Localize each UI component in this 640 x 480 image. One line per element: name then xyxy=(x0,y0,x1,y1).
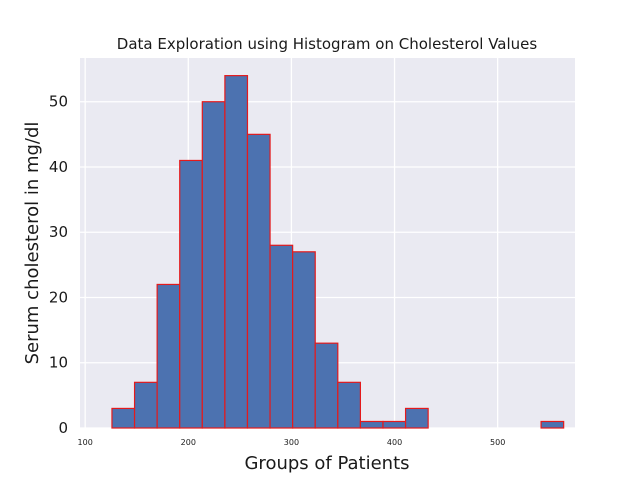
y-tick-label: 20 xyxy=(49,288,68,306)
x-tick-labels: 100 200 300 400 500 xyxy=(78,438,506,447)
histogram-bar xyxy=(111,407,136,429)
y-tick-labels: 0 10 20 30 40 50 xyxy=(49,93,68,437)
chart-title: Data Exploration using Histogram on Chol… xyxy=(117,35,538,53)
histogram-bar xyxy=(540,420,565,429)
histogram-bars xyxy=(111,75,565,429)
x-axis-label: Groups of Patients xyxy=(244,453,409,474)
histogram-bar xyxy=(179,159,203,429)
y-tick-label: 30 xyxy=(49,223,68,241)
x-tick-label: 200 xyxy=(181,438,196,447)
histogram-bar xyxy=(382,420,407,429)
histogram-bar xyxy=(404,407,429,429)
y-axis-label: Serum cholesterol in mg/dl xyxy=(22,122,43,365)
histogram-bar xyxy=(224,75,249,429)
x-tick-label: 100 xyxy=(78,438,93,447)
histogram-bar xyxy=(314,342,339,429)
x-tick-label: 400 xyxy=(387,438,402,447)
histogram-bar xyxy=(292,251,316,429)
x-tick-label: 300 xyxy=(284,438,299,447)
histogram-bar xyxy=(337,381,361,429)
histogram-bar xyxy=(201,101,226,429)
histogram-bar xyxy=(133,381,158,429)
histogram-bar xyxy=(246,133,271,429)
histogram-bar xyxy=(269,244,294,429)
histogram-bar xyxy=(156,283,181,429)
histogram-bar xyxy=(359,420,384,429)
y-tick-label: 40 xyxy=(49,158,68,176)
y-tick-label: 50 xyxy=(49,93,68,111)
y-tick-label: 10 xyxy=(49,354,68,372)
x-tick-label: 500 xyxy=(490,438,505,447)
y-tick-label: 0 xyxy=(58,419,68,437)
